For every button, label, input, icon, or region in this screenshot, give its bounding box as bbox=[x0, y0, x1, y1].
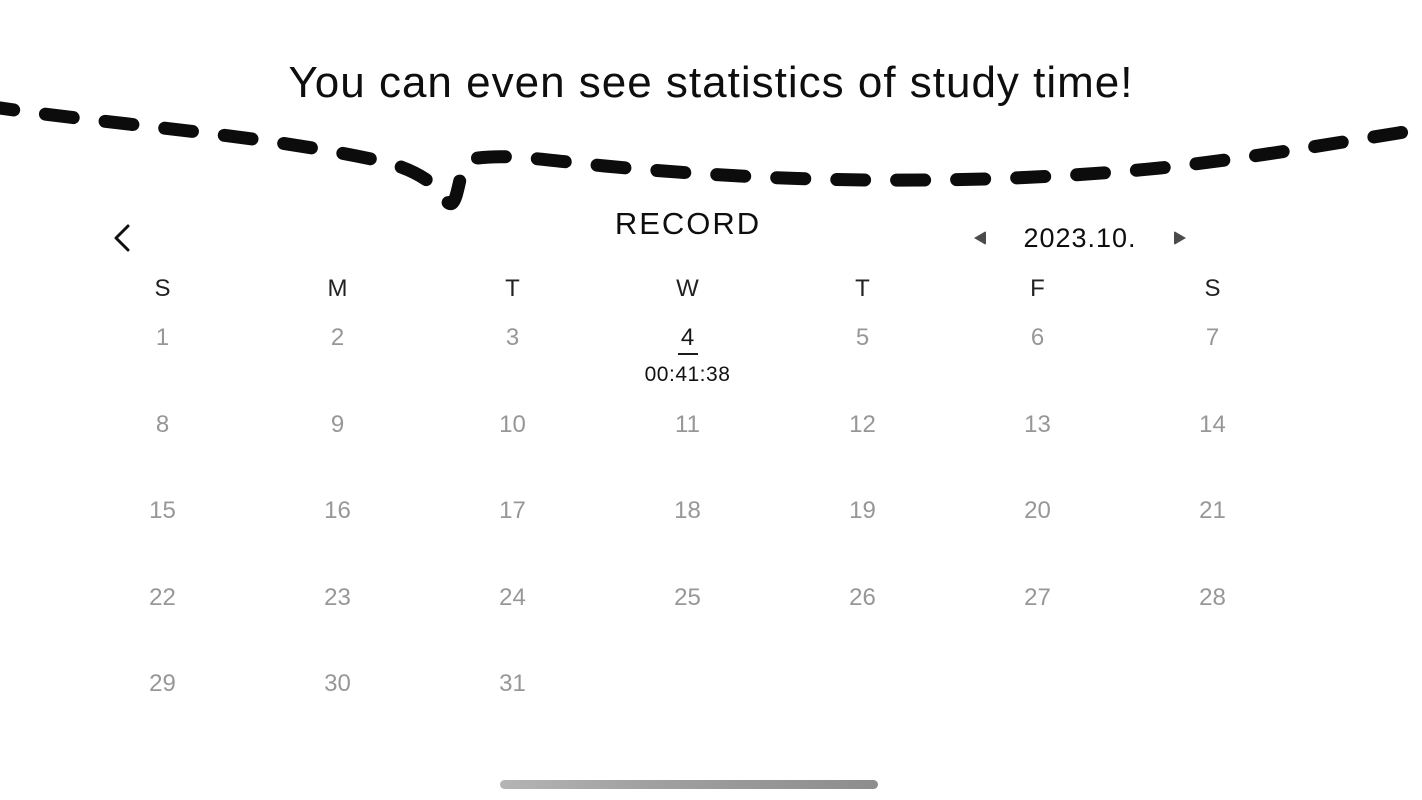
day-number: 12 bbox=[849, 410, 876, 438]
back-button[interactable] bbox=[102, 218, 142, 258]
calendar-day[interactable]: 11 bbox=[600, 400, 775, 487]
day-number: 13 bbox=[1024, 410, 1051, 438]
calendar-day[interactable]: 15 bbox=[75, 486, 250, 573]
calendar-day[interactable]: 30 bbox=[250, 659, 425, 746]
calendar-day[interactable]: 4 00:41:38 bbox=[600, 313, 775, 400]
day-number: 25 bbox=[674, 583, 701, 611]
next-month-button[interactable] bbox=[1168, 226, 1192, 250]
calendar-day[interactable]: 9 bbox=[250, 400, 425, 487]
dashed-squiggle-line bbox=[0, 101, 1422, 211]
screen-title: RECORD bbox=[614, 206, 762, 241]
calendar-day[interactable]: 13 bbox=[950, 400, 1125, 487]
calendar-day-empty bbox=[775, 659, 950, 746]
calendar-day[interactable]: 31 bbox=[425, 659, 600, 746]
calendar-day[interactable]: 28 bbox=[1125, 573, 1300, 660]
day-number: 16 bbox=[324, 497, 351, 524]
month-navigator: 2023.10. bbox=[968, 220, 1192, 256]
day-number: 14 bbox=[1199, 410, 1226, 438]
calendar-day[interactable]: 21 bbox=[1125, 486, 1300, 573]
day-number: 1 bbox=[155, 324, 170, 351]
calendar-day[interactable]: 29 bbox=[75, 659, 250, 746]
calendar-day[interactable]: 7 bbox=[1125, 313, 1300, 400]
home-indicator-bar[interactable] bbox=[500, 780, 878, 789]
day-number: 5 bbox=[855, 324, 870, 351]
calendar-day[interactable]: 17 bbox=[425, 486, 600, 573]
calendar-day[interactable]: 16 bbox=[250, 486, 425, 573]
calendar-day[interactable]: 27 bbox=[950, 573, 1125, 660]
triangle-right-icon bbox=[1173, 231, 1186, 245]
calendar-day[interactable]: 19 bbox=[775, 486, 950, 573]
calendar-grid: S M T W T F S 1 2 3 4 00:41:38 5 6 7 8 9 10 11 12 13 14 15 16 17… bbox=[75, 265, 1300, 746]
day-number: 19 bbox=[849, 497, 876, 524]
calendar-day[interactable]: 1 bbox=[75, 313, 250, 400]
day-number: 7 bbox=[1205, 324, 1220, 351]
day-number: 23 bbox=[324, 583, 351, 611]
calendar-day[interactable]: 24 bbox=[425, 573, 600, 660]
study-time: 00:41:38 bbox=[644, 363, 731, 386]
day-number: 20 bbox=[1024, 497, 1051, 524]
day-number: 9 bbox=[330, 410, 345, 438]
weekday-header: S bbox=[1204, 275, 1221, 302]
day-number: 27 bbox=[1024, 583, 1051, 611]
chevron-left-icon bbox=[114, 224, 130, 252]
weekday-header: F bbox=[1030, 275, 1045, 302]
weekday-header: W bbox=[676, 275, 699, 302]
calendar-day-empty bbox=[950, 659, 1125, 746]
calendar-day[interactable]: 3 bbox=[425, 313, 600, 400]
day-number: 18 bbox=[674, 497, 701, 524]
day-number: 6 bbox=[1030, 324, 1045, 351]
calendar-day[interactable]: 20 bbox=[950, 486, 1125, 573]
day-number: 8 bbox=[155, 410, 170, 438]
calendar-day-empty bbox=[1125, 659, 1300, 746]
calendar-day[interactable]: 23 bbox=[250, 573, 425, 660]
calendar-day[interactable]: 6 bbox=[950, 313, 1125, 400]
day-number: 26 bbox=[849, 583, 876, 611]
month-label: 2023.10. bbox=[1023, 222, 1137, 253]
day-number: 24 bbox=[499, 583, 526, 611]
day-number: 30 bbox=[324, 670, 351, 697]
calendar-day[interactable]: 14 bbox=[1125, 400, 1300, 487]
weekday-header: T bbox=[505, 275, 520, 302]
day-number: 31 bbox=[499, 670, 526, 697]
calendar-day[interactable]: 12 bbox=[775, 400, 950, 487]
calendar-day[interactable]: 18 bbox=[600, 486, 775, 573]
triangle-left-icon bbox=[974, 231, 986, 245]
day-number: 22 bbox=[149, 583, 176, 611]
day-number: 28 bbox=[1199, 583, 1226, 611]
calendar-day[interactable]: 22 bbox=[75, 573, 250, 660]
day-number: 4 bbox=[677, 324, 698, 355]
weekday-header: T bbox=[855, 275, 870, 302]
day-number: 21 bbox=[1199, 497, 1226, 524]
weekday-header: M bbox=[327, 275, 348, 302]
day-number: 17 bbox=[499, 497, 526, 524]
calendar-day[interactable]: 26 bbox=[775, 573, 950, 660]
day-number: 15 bbox=[149, 497, 176, 524]
calendar-day[interactable]: 25 bbox=[600, 573, 775, 660]
day-number: 2 bbox=[330, 324, 345, 351]
calendar-day[interactable]: 8 bbox=[75, 400, 250, 487]
day-number: 10 bbox=[499, 410, 526, 438]
calendar-day-empty bbox=[600, 659, 775, 746]
day-number: 11 bbox=[675, 410, 700, 438]
prev-month-button[interactable] bbox=[968, 226, 992, 250]
calendar-day[interactable]: 10 bbox=[425, 400, 600, 487]
calendar-day[interactable]: 5 bbox=[775, 313, 950, 400]
day-number: 3 bbox=[505, 324, 520, 351]
calendar-day[interactable]: 2 bbox=[250, 313, 425, 400]
page-title: You can even see statistics of study tim… bbox=[288, 58, 1134, 107]
weekday-header: S bbox=[154, 275, 171, 302]
day-number: 29 bbox=[149, 670, 176, 697]
